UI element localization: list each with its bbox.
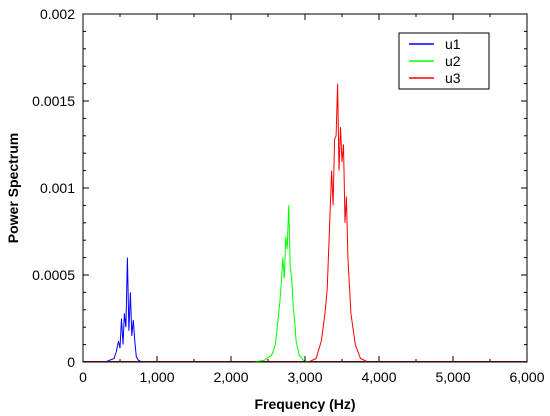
x-tick-label: 4,000 [361,369,396,385]
x-tick-label: 3,000 [287,369,322,385]
series-line-u2 [253,205,309,363]
y-tick-label: 0.0015 [32,93,75,109]
y-tick-label: 0.001 [40,180,75,196]
x-tick-label: 1,000 [139,369,174,385]
legend-label-u1: u1 [445,36,461,52]
y-tick-label: 0.0005 [32,267,75,283]
ticks-layer: 0 1,000 2,000 3,000 4,000 5,000 6,000 0 0.0005 0.… [32,6,545,385]
x-tick-label: 6,000 [509,369,544,385]
y-tick-label: 0.002 [40,6,75,22]
y-tick-label: 0 [67,354,75,370]
x-tick-label: 0 [79,369,87,385]
legend-label-u2: u2 [445,53,461,69]
x-tick-label: 5,000 [435,369,470,385]
series-line-u3 [308,83,369,363]
x-tick-label: 2,000 [213,369,248,385]
series-line-u1 [94,257,150,363]
y-axis-title: Power Spectrum [5,133,21,243]
x-axis-title: Frequency (Hz) [254,396,355,412]
legend-label-u3: u3 [445,70,461,86]
